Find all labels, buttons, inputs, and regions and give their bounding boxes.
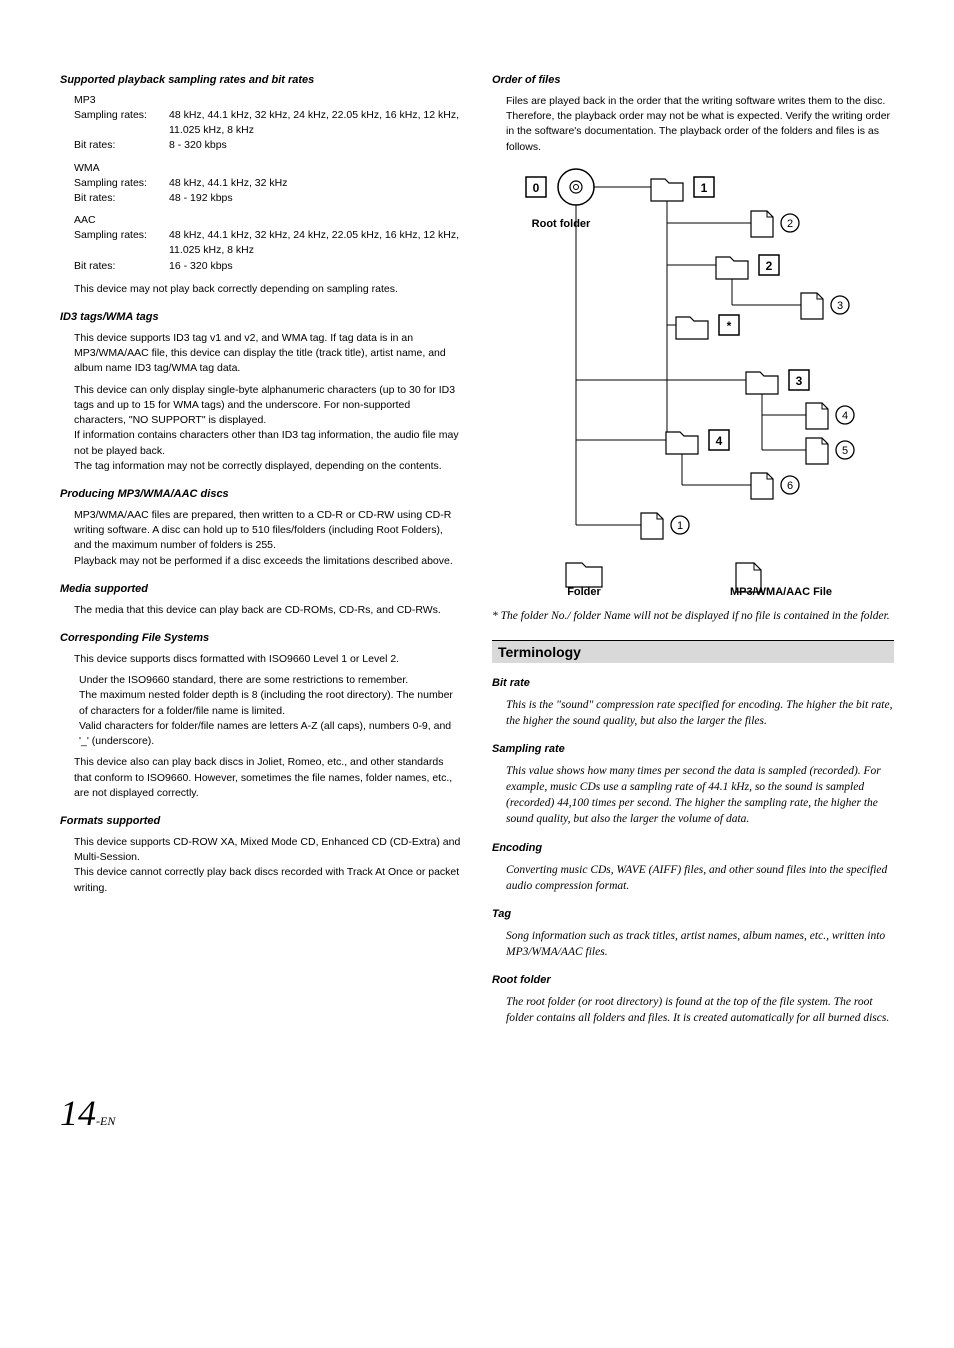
- spec-row: Sampling rates:48 kHz, 44.1 kHz, 32 kHz: [74, 176, 462, 191]
- term-body: The root folder (or root directory) is f…: [506, 994, 894, 1026]
- spec-label: Bit rates:: [74, 259, 169, 274]
- spec-row: Bit rates:16 - 320 kbps: [74, 259, 462, 274]
- paragraph: Playback may not be performed if a disc …: [74, 554, 462, 569]
- term-title: Encoding: [492, 842, 894, 854]
- paragraph: MP3/WMA/AAC files are prepared, then wri…: [74, 508, 462, 554]
- paragraph: Under the ISO9660 standard, there are so…: [79, 673, 462, 688]
- term-title: Sampling rate: [492, 743, 894, 755]
- term-title: Bit rate: [492, 677, 894, 689]
- right-column: Order of files Files are played back in …: [492, 60, 894, 1032]
- section-title: Media supported: [60, 583, 462, 595]
- paragraph: The tag information may not be correctly…: [74, 459, 462, 474]
- paragraph: This device supports ID3 tag v1 and v2, …: [74, 331, 462, 377]
- codec-heading: MP3: [74, 94, 462, 106]
- spec-label: Sampling rates:: [74, 228, 169, 258]
- section-title: Supported playback sampling rates and bi…: [60, 74, 462, 86]
- section-title: Producing MP3/WMA/AAC discs: [60, 488, 462, 500]
- paragraph: If information contains characters other…: [74, 428, 462, 458]
- paragraph: This device supports discs formatted wit…: [74, 652, 462, 667]
- svg-text:6: 6: [787, 480, 793, 492]
- codec-heading: AAC: [74, 214, 462, 226]
- tree-svg: 0 Root folder 1 2: [506, 165, 886, 595]
- svg-text:4: 4: [842, 410, 848, 422]
- svg-text:*: *: [727, 319, 732, 333]
- paragraph: This device cannot correctly play back d…: [74, 865, 462, 895]
- paragraph: This device supports CD-ROW XA, Mixed Mo…: [74, 835, 462, 865]
- term-body: Song information such as track titles, a…: [506, 928, 894, 960]
- note-text: This device may not play back correctly …: [74, 282, 462, 297]
- svg-text:4: 4: [716, 434, 723, 448]
- spec-label: Sampling rates:: [74, 108, 169, 138]
- spec-value: 48 kHz, 44.1 kHz, 32 kHz, 24 kHz, 22.05 …: [169, 108, 462, 138]
- page-suffix: -EN: [96, 1114, 115, 1128]
- diagram-footnote: * The folder No./ folder Name will not b…: [492, 608, 894, 624]
- paragraph: Files are played back in the order that …: [506, 94, 894, 155]
- terminology-header: Terminology: [492, 640, 894, 663]
- paragraph: This device can only display single-byte…: [74, 383, 462, 429]
- folder-legend-label: Folder: [567, 586, 601, 595]
- spec-label: Bit rates:: [74, 138, 169, 153]
- spec-value: 48 kHz, 44.1 kHz, 32 kHz, 24 kHz, 22.05 …: [169, 228, 462, 258]
- svg-text:3: 3: [837, 300, 843, 312]
- svg-text:1: 1: [677, 520, 683, 532]
- svg-text:1: 1: [701, 181, 708, 195]
- spec-row: Sampling rates:48 kHz, 44.1 kHz, 32 kHz,…: [74, 228, 462, 258]
- spec-value: 8 - 320 kbps: [169, 138, 227, 153]
- section-title: Corresponding File Systems: [60, 632, 462, 644]
- term-title: Root folder: [492, 974, 894, 986]
- spec-value: 48 kHz, 44.1 kHz, 32 kHz: [169, 176, 287, 191]
- term-body: This value shows how many times per seco…: [506, 763, 894, 827]
- svg-text:3: 3: [796, 374, 803, 388]
- term-body: This is the "sound" compression rate spe…: [506, 697, 894, 729]
- page-footer: 14-EN: [60, 1092, 894, 1134]
- left-column: Supported playback sampling rates and bi…: [60, 60, 462, 1032]
- spec-label: Sampling rates:: [74, 176, 169, 191]
- svg-text:5: 5: [842, 445, 848, 457]
- svg-text:2: 2: [766, 259, 773, 273]
- paragraph: The maximum nested folder depth is 8 (in…: [79, 688, 462, 718]
- file-legend-label: MP3/WMA/AAC File: [730, 586, 832, 595]
- section-title: Formats supported: [60, 815, 462, 827]
- spec-row: Sampling rates:48 kHz, 44.1 kHz, 32 kHz,…: [74, 108, 462, 138]
- spec-row: Bit rates:48 - 192 kbps: [74, 191, 462, 206]
- folder-tree-diagram: 0 Root folder 1 2: [506, 165, 894, 600]
- term-body: Converting music CDs, WAVE (AIFF) files,…: [506, 862, 894, 894]
- paragraph: Valid characters for folder/file names a…: [79, 719, 462, 749]
- spec-value: 48 - 192 kbps: [169, 191, 233, 206]
- paragraph: The media that this device can play back…: [74, 603, 462, 618]
- page-number: 14: [60, 1093, 96, 1133]
- svg-text:2: 2: [787, 218, 793, 230]
- two-column-layout: Supported playback sampling rates and bi…: [60, 60, 894, 1032]
- spec-row: Bit rates:8 - 320 kbps: [74, 138, 462, 153]
- paragraph: This device also can play back discs in …: [74, 755, 462, 801]
- root-folder-label: Root folder: [532, 218, 591, 230]
- term-title: Tag: [492, 908, 894, 920]
- spec-value: 16 - 320 kbps: [169, 259, 233, 274]
- svg-text:0: 0: [533, 181, 540, 195]
- section-title: Order of files: [492, 74, 894, 86]
- section-title: ID3 tags/WMA tags: [60, 311, 462, 323]
- spec-label: Bit rates:: [74, 191, 169, 206]
- codec-heading: WMA: [74, 162, 462, 174]
